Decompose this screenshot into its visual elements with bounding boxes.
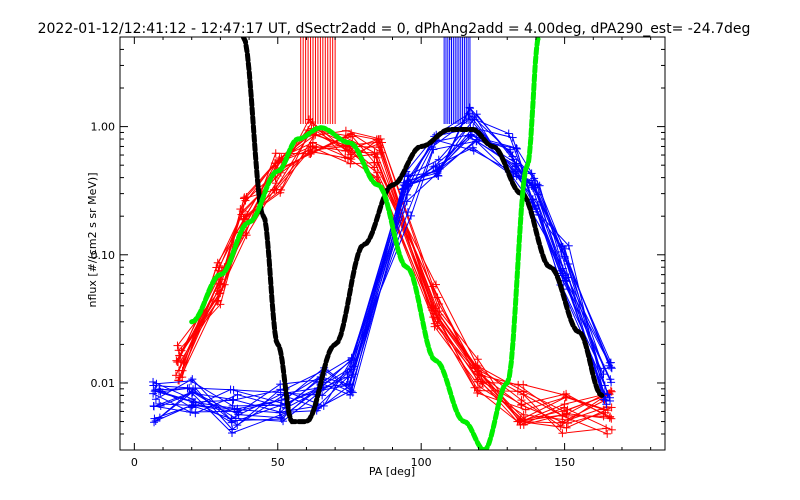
black-fit-curve	[240, 37, 605, 425]
x-tick-label: 100	[411, 456, 432, 469]
red-series-line	[183, 129, 610, 412]
red-series-line	[181, 121, 612, 429]
y-tick-label: 1.00	[91, 121, 116, 134]
green-fit-curve	[189, 37, 542, 450]
red-series-line	[178, 130, 611, 418]
red-series-line	[180, 127, 612, 427]
chart-title: 2022-01-12/12:41:12 - 12:47:17 UT, dSect…	[38, 21, 751, 37]
red-series-line	[177, 145, 608, 435]
red-series-line	[178, 133, 605, 423]
x-tick-label: 50	[271, 456, 285, 469]
red-series-line	[178, 134, 604, 411]
red-series-line	[182, 129, 613, 431]
red-series-line	[178, 138, 609, 421]
axes: 0 50 100 150 0.01 0.10 1.00	[91, 36, 665, 469]
red-series-line	[176, 128, 612, 422]
y-tick-label: 0.10	[91, 249, 116, 262]
y-axis-label: nflux [#/(cm2 s sr MeV)]	[86, 173, 99, 308]
plot-area	[149, 37, 616, 450]
y-tick-label: 0.01	[91, 377, 116, 390]
red-series-line	[175, 118, 612, 426]
x-tick-label: 0	[131, 456, 138, 469]
red-series-line	[180, 145, 610, 421]
x-axis-label: PA [deg]	[369, 465, 415, 478]
x-tick-label: 150	[554, 456, 575, 469]
